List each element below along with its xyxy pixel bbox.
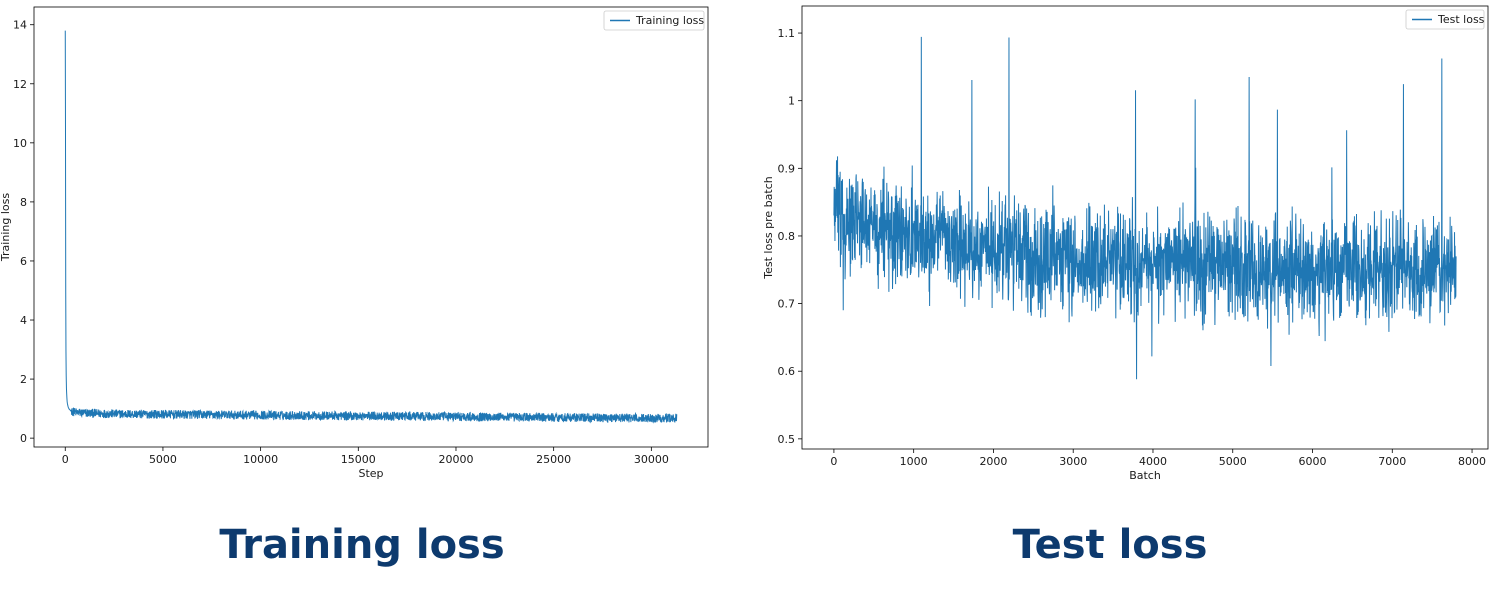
x-tick-label: 15000: [341, 453, 376, 466]
legend-box: [603, 10, 705, 31]
x-tick-label: 7000: [1378, 455, 1406, 468]
y-tick-label: 0.8: [778, 230, 796, 243]
y-tick-label: 14: [13, 19, 27, 32]
x-tick-label: 10000: [243, 453, 278, 466]
x-tick-label: 3000: [1059, 455, 1087, 468]
series-line-training: [64, 30, 678, 424]
y-tick-label: 0.5: [778, 433, 796, 446]
x-axis-label: Step: [358, 467, 383, 480]
y-tick-label: 1: [788, 95, 795, 108]
y-axis-label: Training loss: [0, 193, 12, 262]
x-tick-label: 6000: [1299, 455, 1327, 468]
x-tick-label: 0: [830, 455, 837, 468]
x-tick-label: 30000: [634, 453, 669, 466]
x-tick-label: 0: [62, 453, 69, 466]
y-tick-label: 0.7: [778, 298, 796, 311]
plot-frame: [801, 5, 1489, 450]
training-loss-caption: Training loss: [219, 522, 505, 568]
y-tick-label: 12: [13, 78, 27, 91]
legend-label: Training loss: [635, 14, 704, 27]
y-tick-label: 4: [20, 314, 27, 327]
y-tick-label: 0: [20, 432, 27, 445]
x-tick-label: 5000: [149, 453, 177, 466]
y-tick-label: 8: [20, 196, 27, 209]
legend-label: Test loss: [1437, 13, 1485, 26]
training-loss-chart: 0 5000 10000 15000 20000 25000 30000 0 2 4 6 8 10 12 1…: [0, 6, 709, 480]
test-loss-caption: Test loss: [1012, 522, 1208, 568]
x-tick-label: 4000: [1139, 455, 1167, 468]
legend: Test loss: [1405, 9, 1485, 30]
x-axis-label: Batch: [1129, 469, 1161, 482]
y-tick-label: 0.6: [778, 365, 796, 378]
x-tick-label: 8000: [1458, 455, 1486, 468]
series-line-test: [833, 36, 1457, 380]
x-tick-label: 5000: [1219, 455, 1247, 468]
x-tick-label: 20000: [438, 453, 473, 466]
test-loss-chart: 0 1000 2000 3000 4000 5000 6000 7000 8000 0.5 0.6 0…: [762, 5, 1489, 482]
legend-box: [1405, 9, 1485, 30]
y-tick-label: 0.9: [778, 162, 796, 175]
y-tick-label: 2: [20, 373, 27, 386]
plot-frame: [33, 6, 709, 448]
x-tick-label: 2000: [979, 455, 1007, 468]
legend: Training loss: [603, 10, 705, 31]
y-tick-label: 6: [20, 255, 27, 268]
x-tick-label: 25000: [536, 453, 571, 466]
y-tick-label: 10: [13, 137, 27, 150]
y-axis-label: Test loss pre batch: [762, 176, 775, 280]
x-tick-label: 1000: [900, 455, 928, 468]
y-tick-label: 1.1: [778, 27, 796, 40]
